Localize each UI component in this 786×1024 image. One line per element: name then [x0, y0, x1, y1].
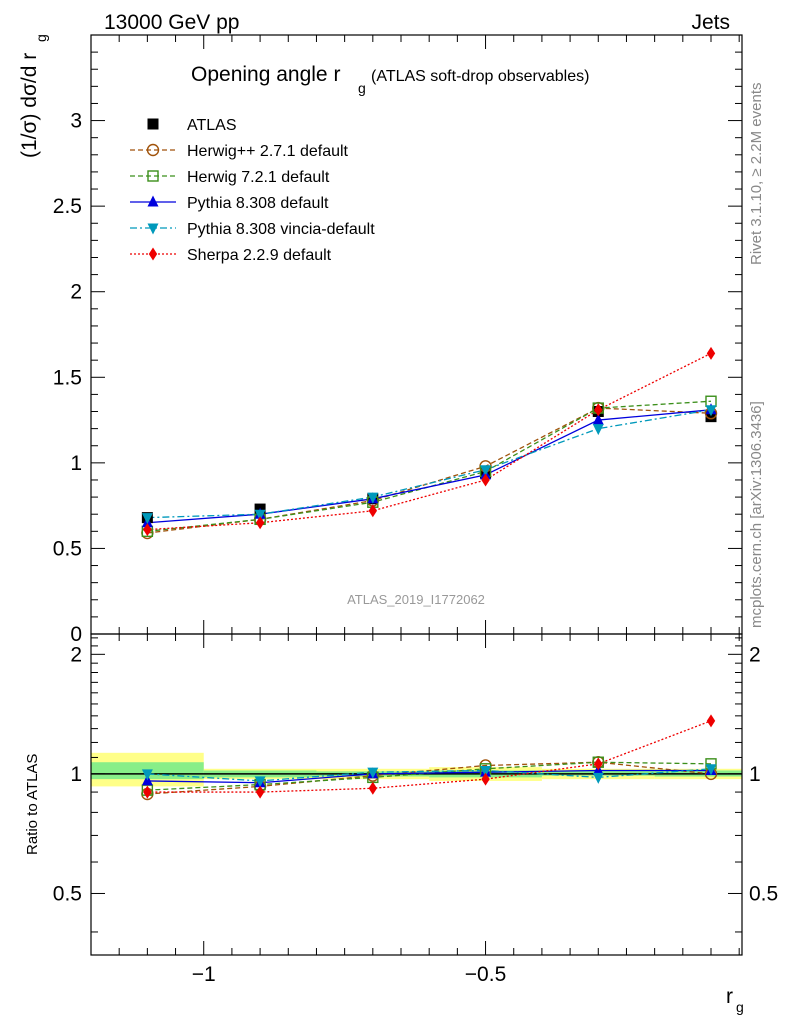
header-left: 13000 GeV pp	[104, 11, 239, 34]
main-point-pythia-8-308-default	[592, 413, 604, 425]
ratio-line-sherpa-2-2-9-default	[147, 720, 712, 793]
ratio-point-sherpa-2-2-9-default	[481, 772, 490, 786]
ratio-y-tick-label-left: 1	[70, 763, 82, 786]
ratio-point-pythia-8-308-vincia-default	[705, 764, 717, 776]
main-point-sherpa-2-2-9-default	[706, 346, 716, 360]
main-point-sherpa-2-2-9-default	[594, 403, 603, 417]
mcplots-text: mcplots.cern.ch [arXiv:1306.3436]	[748, 401, 765, 628]
rivet-text: Rivet 3.1.10, ≥ 2.2M events	[748, 83, 765, 266]
main-point-atlas	[705, 411, 717, 423]
main-point-pythia-8-308-vincia-default	[705, 405, 717, 417]
ratio-point-sherpa-2-2-9-default	[368, 781, 378, 795]
main-point-pythia-8-308-vincia-default	[592, 424, 604, 436]
x-axis-label-sub: g	[736, 999, 744, 1015]
ratio-y-tick-label-right: 1	[749, 763, 761, 786]
ratio-y-tick-label-left: 0.5	[53, 882, 82, 905]
legend-marker-herwig-7-2-1-default	[147, 170, 159, 182]
main-point-sherpa-2-2-9-default	[143, 523, 152, 537]
main-point-pythia-8-308-vincia-default	[367, 492, 379, 504]
main-y-tick-label: 0.5	[53, 537, 82, 560]
legend-marker-atlas	[147, 118, 159, 130]
ratio-line-pythia-8-308-default	[147, 769, 711, 784]
x-axis-label: r g	[726, 985, 744, 1015]
main-series-markers	[141, 346, 718, 540]
ratio-series-lines	[147, 720, 712, 795]
ratio-point-pythia-8-308-vincia-default	[141, 769, 153, 781]
main-point-sherpa-2-2-9-default	[255, 516, 265, 530]
ratio-point-pythia-8-308-vincia-default	[254, 776, 266, 788]
ratio-point-sherpa-2-2-9-default	[143, 785, 152, 799]
ratio-y-tick-label-left: 2	[70, 643, 82, 666]
x-tick-label: −1	[192, 963, 216, 986]
ratio-point-pythia-8-308-vincia-default	[592, 772, 604, 784]
legend-label-herwig-2-7-1-default: Herwig++ 2.7.1 default	[187, 143, 349, 160]
ratio-ylabel-text: Ratio to ATLAS	[24, 754, 41, 855]
main-y-tick-label: 1	[70, 452, 82, 475]
legend-marker-herwig-2-7-1-default	[146, 143, 160, 157]
main-point-pythia-8-308-vincia-default	[141, 513, 153, 525]
main-line-herwig-2-7-1-default	[147, 407, 712, 534]
header-right: Jets	[691, 11, 730, 34]
main-title-suffix: (ATLAS soft-drop observables)	[371, 68, 589, 85]
ratio-frame	[90, 633, 743, 956]
ratio-line-herwig-2-7-1-default	[147, 761, 712, 795]
ratio-point-sherpa-2-2-9-default	[255, 785, 265, 799]
ratio-point-sherpa-2-2-9-default	[706, 714, 716, 728]
ratio-series-markers	[141, 714, 718, 801]
main-y-tick-label: 3	[70, 110, 82, 133]
legend-marker-pythia-8-308-default	[147, 195, 159, 207]
x-axis-label-text: r	[726, 985, 733, 1008]
ratio-line-pythia-8-308-vincia-default	[147, 768, 712, 782]
legend-label-atlas: ATLAS	[187, 117, 237, 134]
ratio-point-sherpa-2-2-9-default	[594, 757, 603, 771]
axes: −1 −0.5 0 0.5 1 1.5 2 2.5 3 0.5 0.5 1 1 2 2	[53, 34, 778, 986]
legend-label-sherpa-2-2-9-default: Sherpa 2.2.9 default	[187, 247, 332, 264]
ratio-point-pythia-8-308-vincia-default	[480, 765, 492, 777]
main-ylabel: (1/σ) dσ/d r g	[18, 34, 49, 158]
legend-label-pythia-8-308-vincia-default: Pythia 8.308 vincia-default	[187, 221, 375, 238]
main-point-sherpa-2-2-9-default	[481, 473, 490, 487]
main-series-lines	[147, 352, 712, 534]
main-line-sherpa-2-2-9-default	[147, 352, 712, 531]
main-point-pythia-8-308-vincia-default	[254, 509, 266, 521]
main-title: Opening angle r g (ATLAS soft-drop obser…	[191, 63, 589, 96]
ratio-ylabel: Ratio to ATLAS	[24, 754, 41, 855]
watermark: ATLAS_2019_I1772062	[347, 592, 485, 607]
main-ylabel-sub: g	[33, 34, 49, 42]
rivet-text-label: Rivet 3.1.10, ≥ 2.2M events	[748, 83, 765, 266]
ratio-y-tick-label-right: 2	[749, 643, 761, 666]
x-tick-label: −0.5	[465, 963, 506, 986]
ratio-y-tick-label-right: 0.5	[749, 882, 778, 905]
legend: ATLAS Herwig++ 2.7.1 default Herwig 7.2.1 …	[130, 117, 375, 264]
main-y-tick-label: 1.5	[53, 366, 82, 389]
main-line-pythia-8-308-default	[147, 409, 712, 524]
main-y-tick-label: 2	[70, 281, 82, 304]
main-line-herwig-7-2-1-default	[147, 400, 712, 532]
main-point-pythia-8-308-vincia-default	[480, 465, 492, 477]
legend-marker-sherpa-2-2-9-default	[148, 247, 158, 261]
legend-marker-pythia-8-308-vincia-default	[147, 223, 159, 235]
ratio-point-pythia-8-308-vincia-default	[367, 767, 379, 779]
main-ylabel-text: (1/σ) dσ/d r	[18, 53, 41, 158]
main-line-pythia-8-308-vincia-default	[147, 409, 712, 519]
legend-label-herwig-7-2-1-default: Herwig 7.2.1 default	[187, 169, 330, 186]
main-title-text: Opening angle r	[191, 63, 340, 86]
main-point-sherpa-2-2-9-default	[368, 504, 378, 518]
main-y-tick-label: 0	[70, 623, 82, 646]
legend-label-pythia-8-308-default: Pythia 8.308 default	[187, 195, 329, 212]
main-y-tick-label: 2.5	[53, 195, 82, 218]
mcplots-text-label: mcplots.cern.ch [arXiv:1306.3436]	[748, 401, 765, 628]
main-title-sub: g	[358, 80, 366, 96]
